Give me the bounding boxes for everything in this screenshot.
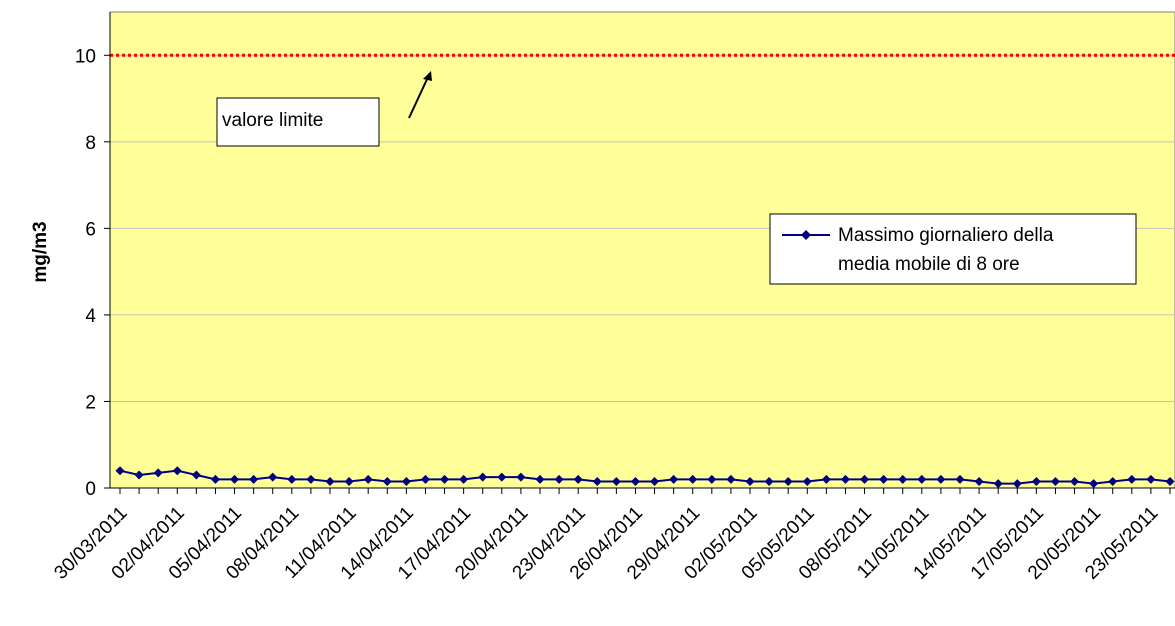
data-point xyxy=(1146,474,1156,484)
data-point xyxy=(669,474,679,484)
y-tick-label: 4 xyxy=(85,306,96,327)
data-point xyxy=(764,477,774,487)
data-point xyxy=(306,474,316,484)
data-point xyxy=(440,474,450,484)
legend-label-line-1: Massimo giornaliero della xyxy=(838,225,1054,246)
data-point xyxy=(287,474,297,484)
data-point xyxy=(115,466,125,476)
y-tick-label: 10 xyxy=(75,46,96,67)
legend-label-line-2: media mobile di 8 ore xyxy=(838,254,1020,275)
data-point xyxy=(611,477,621,487)
data-point xyxy=(1165,477,1175,487)
data-point xyxy=(210,474,220,484)
y-tick-label: 8 xyxy=(85,133,96,154)
data-point xyxy=(268,472,278,482)
data-point xyxy=(898,474,908,484)
data-point xyxy=(382,477,392,487)
data-point xyxy=(879,474,889,484)
data-point xyxy=(821,474,831,484)
data-point xyxy=(401,477,411,487)
data-point xyxy=(917,474,927,484)
data-point xyxy=(688,474,698,484)
series-layer xyxy=(115,466,1175,489)
data-point xyxy=(840,474,850,484)
data-point xyxy=(860,474,870,484)
data-point xyxy=(1127,474,1137,484)
limit-annotation: valore limite xyxy=(216,71,432,147)
data-point xyxy=(707,474,717,484)
legend-box xyxy=(769,213,1137,285)
data-point xyxy=(1108,477,1118,487)
annotation-box xyxy=(216,97,380,147)
data-point xyxy=(936,474,946,484)
y-tick-label: 6 xyxy=(85,219,96,240)
data-point xyxy=(497,472,507,482)
data-point xyxy=(993,479,1003,489)
legend: Massimo giornaliero della media mobile d… xyxy=(769,213,1137,285)
annotation-text: valore limite xyxy=(222,110,323,131)
data-point xyxy=(1031,477,1041,487)
data-point xyxy=(745,477,755,487)
data-point xyxy=(1050,477,1060,487)
data-point xyxy=(230,474,240,484)
data-point xyxy=(955,474,965,484)
y-axis-label: mg/m3 xyxy=(30,221,51,282)
legend-marker xyxy=(801,230,811,240)
data-point xyxy=(325,477,335,487)
data-point xyxy=(1089,479,1099,489)
data-point xyxy=(420,474,430,484)
data-point xyxy=(974,477,984,487)
data-point xyxy=(249,474,259,484)
y-tick-label: 0 xyxy=(85,479,96,500)
data-point xyxy=(516,472,526,482)
data-point xyxy=(726,474,736,484)
annotation-arrowhead xyxy=(423,71,432,81)
data-point xyxy=(650,477,660,487)
data-point xyxy=(172,466,182,476)
data-point xyxy=(535,474,545,484)
data-point xyxy=(573,474,583,484)
data-point xyxy=(191,470,201,480)
data-point xyxy=(153,468,163,478)
data-point xyxy=(344,477,354,487)
data-point xyxy=(783,477,793,487)
y-tick-label: 2 xyxy=(85,392,96,413)
data-point xyxy=(1070,477,1080,487)
data-point xyxy=(1012,479,1022,489)
data-point xyxy=(478,472,488,482)
data-point xyxy=(459,474,469,484)
grid-layer xyxy=(110,54,1175,402)
data-point xyxy=(554,474,564,484)
data-point xyxy=(592,477,602,487)
annotation-arrow xyxy=(408,74,430,119)
data-point xyxy=(802,477,812,487)
data-point xyxy=(630,477,640,487)
data-point xyxy=(363,474,373,484)
data-point xyxy=(134,470,144,480)
